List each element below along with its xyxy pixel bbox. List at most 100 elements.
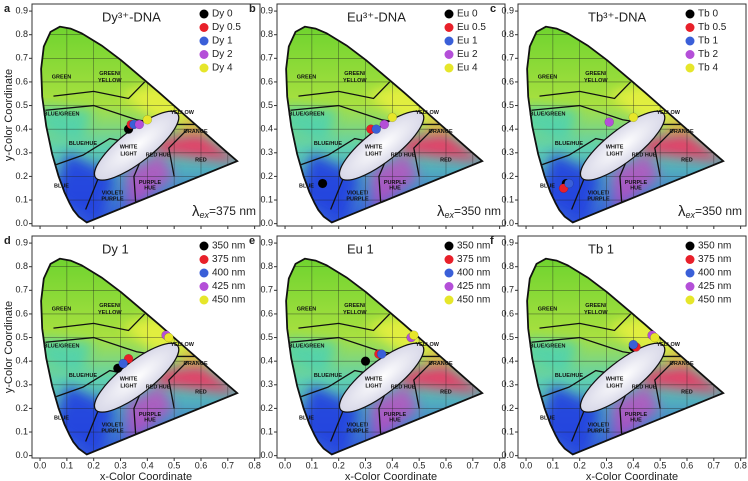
- y-tick-label: 0.6: [501, 76, 514, 86]
- region-label: LIGHT: [606, 151, 623, 157]
- y-tick-label: 0.2: [15, 171, 28, 181]
- y-tick-label: 0.9: [501, 5, 514, 15]
- plot-frame: [276, 3, 506, 227]
- x-tick-label: 0.8: [248, 460, 261, 470]
- region-label: YELLOW: [170, 110, 194, 116]
- y-tick-label: 0.2: [260, 403, 273, 413]
- legend-swatch: [199, 268, 209, 278]
- legend-swatch: [685, 241, 695, 251]
- region-label: WHITE: [120, 144, 138, 150]
- annotation-part: =350 nm: [695, 204, 742, 218]
- region-boundary: [413, 360, 434, 409]
- legend-swatch: [199, 36, 209, 46]
- legend-label: Eu 2: [457, 49, 478, 60]
- data-point: [628, 339, 639, 350]
- region-label: BLUE: [540, 183, 555, 189]
- y-tick-label: 0.4: [260, 356, 273, 366]
- region-label: RED HUE: [632, 153, 657, 159]
- legend-label: 350 nm: [212, 241, 245, 252]
- panel: GREEN GREEN/YELLOW YELLOW ORANGE BLUE/GREEN B…: [3, 235, 261, 481]
- y-tick-label: 0.8: [501, 29, 514, 39]
- region-label: ORANGE: [670, 129, 694, 135]
- region-label: YELLOW: [98, 78, 122, 84]
- x-tick-label: 0.3: [114, 460, 127, 470]
- legend-label: Tb 4: [698, 63, 718, 74]
- x-tick-label: 0.2: [573, 460, 586, 470]
- legend-swatch: [199, 9, 209, 19]
- region-label: LIGHT: [120, 383, 137, 389]
- region-label: YELLOW: [656, 110, 680, 116]
- region-label: GREEN/: [99, 71, 121, 77]
- legend-swatch: [199, 50, 209, 59]
- legend-label: Tb 0.5: [698, 22, 727, 33]
- panel-label: b: [249, 3, 256, 15]
- legend-swatch: [444, 50, 454, 59]
- plot-frame: [31, 235, 261, 459]
- region-label: BLUE: [540, 415, 555, 421]
- y-tick-label: 0.5: [15, 100, 28, 110]
- cie-region: [365, 313, 446, 357]
- legend-label: 350 nm: [698, 241, 731, 252]
- gamut-outline: [40, 25, 239, 224]
- annotation-part: λ: [192, 203, 200, 220]
- y-tick-label: 0.4: [260, 124, 273, 134]
- data-point: [317, 178, 328, 189]
- y-tick-label: 0.0: [15, 450, 28, 460]
- annotation-part: =375 nm: [209, 204, 256, 218]
- cie-region: [397, 133, 483, 163]
- region-boundary: [45, 336, 201, 358]
- region-label: LIGHT: [365, 383, 382, 389]
- y-tick-label: 0.9: [15, 237, 28, 247]
- y-tick-label: 0.8: [15, 261, 28, 271]
- region-label: WHITE: [120, 376, 138, 382]
- legend-label: 400 nm: [212, 268, 245, 279]
- region-boundary: [53, 81, 146, 100]
- region-label: HUE: [630, 186, 642, 192]
- data-point: [164, 332, 174, 343]
- y-tick-label: 0.0: [260, 218, 273, 228]
- legend-label: Dy 0.5: [212, 22, 241, 33]
- region-label: RED: [195, 389, 207, 395]
- region-label: HUE: [144, 186, 156, 192]
- region-label: BLUE/HUE: [69, 373, 97, 379]
- y-tick-label: 0.7: [260, 285, 273, 295]
- region-label: LIGHT: [120, 151, 137, 157]
- region-label: BLUE/HUE: [69, 141, 97, 147]
- annotation-part: λ: [678, 203, 686, 220]
- y-tick-label: 0.3: [260, 147, 273, 157]
- y-tick-label: 0.6: [15, 308, 28, 318]
- legend-swatch: [444, 36, 454, 46]
- region-label: VIOLET/: [588, 190, 610, 196]
- legend-swatch: [685, 255, 695, 264]
- region-label: ORANGE: [429, 361, 453, 367]
- region-boundary: [531, 336, 687, 358]
- region-label: BLUE/GREEN: [529, 111, 565, 117]
- legend-swatch: [685, 268, 695, 278]
- region-boundary: [413, 128, 434, 177]
- y-tick-label: 0.2: [501, 403, 514, 413]
- legend-swatch: [444, 241, 454, 251]
- y-tick-label: 0.7: [15, 53, 28, 63]
- x-axis-label: x-Color Coordinate: [345, 471, 437, 481]
- y-tick-label: 0.9: [260, 5, 273, 15]
- legend-label: Eu 0: [457, 9, 478, 20]
- x-tick-label: 0.8: [493, 460, 506, 470]
- panel-label: a: [4, 3, 11, 15]
- panel: GREEN GREEN/YELLOW YELLOW ORANGE BLUE/GREEN B…: [490, 3, 747, 229]
- x-tick-label: 0.6: [440, 460, 453, 470]
- y-axis-label: y-Color Coordinate: [3, 301, 15, 393]
- region-label: BLUE/GREEN: [288, 111, 324, 117]
- x-tick-label: 0.1: [547, 460, 560, 470]
- region-label: YELLOW: [343, 78, 367, 84]
- white-light-region: [579, 342, 666, 413]
- x-tick-label: 0.1: [306, 460, 319, 470]
- y-tick-label: 0.1: [260, 426, 273, 436]
- region-label: RED: [681, 157, 693, 163]
- legend-swatch: [685, 23, 695, 32]
- y-tick-label: 0.5: [260, 100, 273, 110]
- legend-swatch: [685, 295, 695, 305]
- region-label: GREEN: [538, 307, 558, 313]
- legend-swatch: [444, 295, 454, 305]
- y-tick-label: 0.4: [15, 356, 28, 366]
